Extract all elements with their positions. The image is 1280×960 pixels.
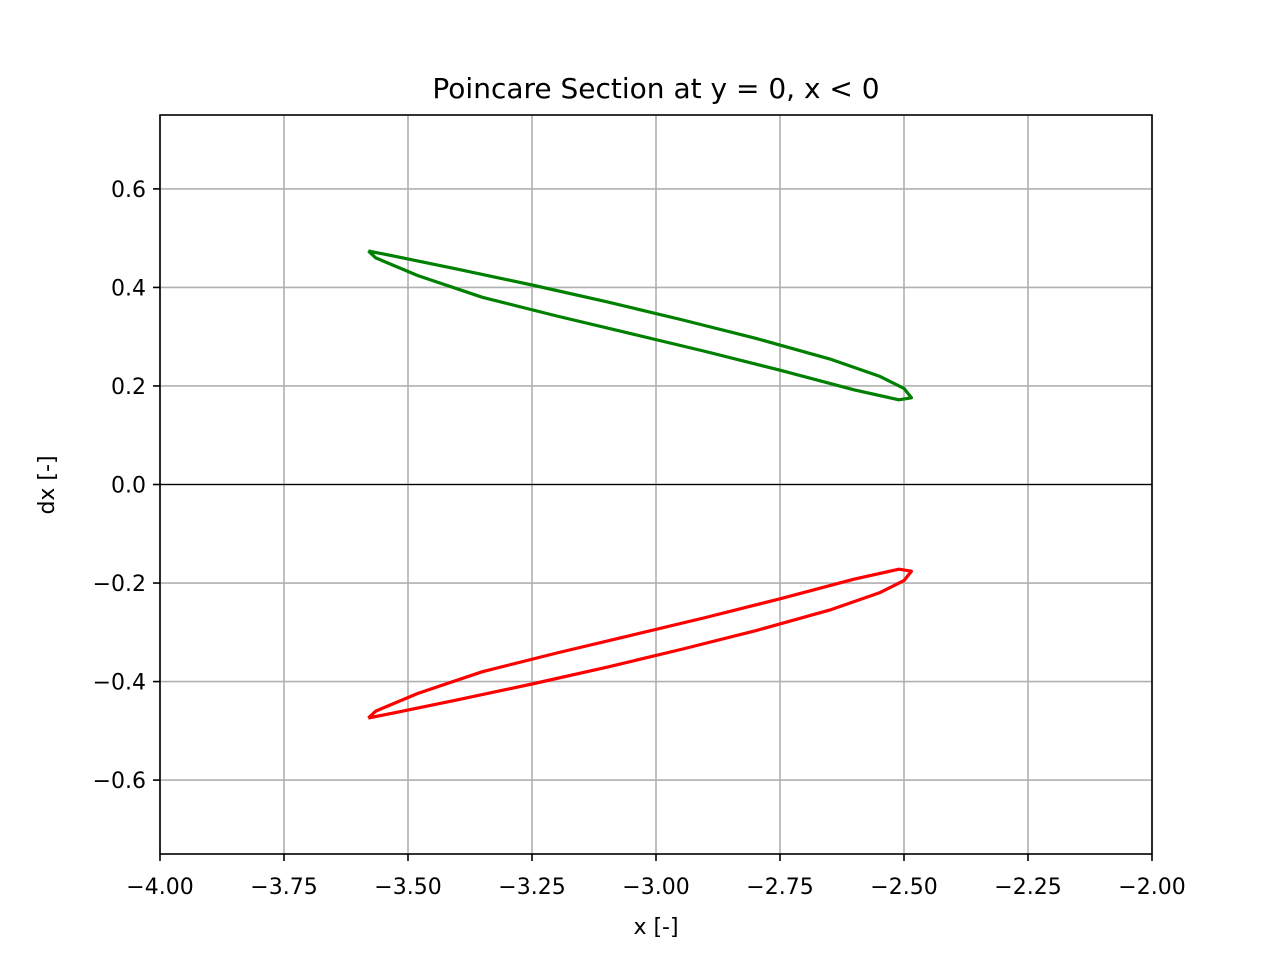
series-curve-1	[367, 567, 914, 720]
x-tick-label: −2.00	[1118, 875, 1185, 900]
x-tick-label: −3.00	[622, 875, 689, 900]
x-tick-label: −3.75	[250, 875, 317, 900]
y-axis-label: dx [-]	[35, 455, 60, 514]
y-tick-label: −0.2	[93, 572, 146, 597]
x-axis-label: x [-]	[633, 915, 678, 940]
y-tick-label: −0.6	[93, 769, 146, 794]
y-tick-label: 0.6	[111, 178, 146, 203]
x-tick-label: −4.00	[126, 875, 193, 900]
y-tick-label: 0.0	[111, 474, 146, 499]
y-tick-label: −0.4	[93, 671, 146, 696]
x-tick-label: −3.50	[374, 875, 441, 900]
series-curve-0	[367, 249, 914, 402]
y-tick-label: 0.4	[111, 276, 146, 301]
x-tick-label: −2.50	[870, 875, 937, 900]
y-axis-ticks: 0.6 0.4 0.2 0.0 −0.2 −0.4 −0.6	[93, 178, 160, 794]
series-curves	[367, 249, 914, 720]
x-tick-label: −2.25	[994, 875, 1061, 900]
x-tick-label: −2.75	[746, 875, 813, 900]
chart-title: Poincare Section at y = 0, x < 0	[432, 72, 879, 105]
x-axis-ticks: −4.00 −3.75 −3.50 −3.25 −3.00 −2.75 −2.50 −2.25…	[126, 854, 1186, 900]
y-tick-label: 0.2	[111, 375, 146, 400]
x-tick-label: −3.25	[498, 875, 565, 900]
